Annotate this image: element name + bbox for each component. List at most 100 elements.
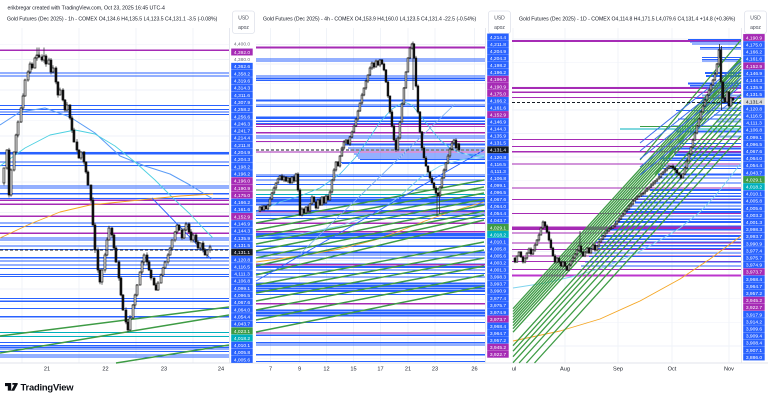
- svg-text:3,977.4: 3,977.4: [490, 296, 507, 302]
- svg-text:4,144.3: 4,144.3: [746, 78, 763, 84]
- svg-text:4,106.8: 4,106.8: [490, 176, 507, 182]
- svg-text:4,096.5: 4,096.5: [746, 142, 763, 148]
- svg-text:4,120.8: 4,120.8: [490, 155, 507, 161]
- svg-text:erikbregar created with Tradin: erikbregar created with TradingView.com,…: [8, 6, 165, 12]
- svg-text:Gold Futures (Dec 2025) - 1D -: Gold Futures (Dec 2025) - 1D - COMEX O4,…: [519, 17, 736, 23]
- svg-text:4,146.9: 4,146.9: [490, 120, 507, 126]
- svg-text:4,161.6: 4,161.6: [490, 105, 507, 111]
- svg-text:4,307.9: 4,307.9: [234, 100, 251, 106]
- svg-text:3,975.7: 3,975.7: [746, 256, 763, 262]
- svg-text:4,175.0: 4,175.0: [746, 43, 763, 49]
- svg-text:3,974.9: 3,974.9: [490, 310, 507, 316]
- svg-text:4,175.0: 4,175.0: [234, 193, 251, 199]
- svg-text:3,993.7: 3,993.7: [490, 282, 507, 288]
- svg-text:4,198.2: 4,198.2: [234, 164, 251, 170]
- svg-text:3,914.2: 3,914.2: [746, 319, 763, 325]
- svg-text:3,907.1: 3,907.1: [746, 348, 763, 354]
- svg-text:USD: USD: [238, 16, 249, 22]
- svg-text:4,166.2: 4,166.2: [234, 200, 251, 206]
- svg-text:4,106.8: 4,106.8: [746, 128, 763, 134]
- svg-text:4,010.1: 4,010.1: [746, 192, 763, 198]
- svg-text:4,135.9: 4,135.9: [746, 85, 763, 91]
- svg-text:4,258.2: 4,258.2: [234, 107, 251, 113]
- svg-text:4,116.5: 4,116.5: [490, 162, 506, 168]
- svg-text:4,111.3: 4,111.3: [234, 272, 250, 278]
- svg-text:apoz: apoz: [494, 25, 505, 31]
- svg-text:3,957.2: 3,957.2: [490, 338, 507, 344]
- svg-text:4,166.2: 4,166.2: [746, 50, 763, 56]
- svg-text:4,196.0: 4,196.0: [490, 77, 507, 83]
- svg-text:4,067.6: 4,067.6: [746, 149, 763, 155]
- svg-text:4,067.6: 4,067.6: [234, 300, 251, 306]
- svg-text:3,998.3: 3,998.3: [746, 227, 763, 233]
- svg-text:4,018.2: 4,018.2: [234, 336, 251, 342]
- svg-text:23: 23: [161, 367, 167, 373]
- svg-text:4,146.9: 4,146.9: [746, 71, 763, 77]
- svg-text:3,908.4: 3,908.4: [746, 341, 763, 347]
- svg-text:Aug: Aug: [560, 367, 570, 373]
- svg-text:4,152.9: 4,152.9: [746, 64, 763, 70]
- svg-text:4,111.3: 4,111.3: [746, 121, 762, 127]
- svg-text:7: 7: [269, 367, 272, 373]
- svg-text:4,043.7: 4,043.7: [234, 322, 251, 328]
- svg-text:4,099.1: 4,099.1: [490, 183, 507, 189]
- svg-text:4,198.2: 4,198.2: [490, 63, 507, 69]
- svg-text:4,099.1: 4,099.1: [746, 135, 763, 141]
- svg-text:4,161.6: 4,161.6: [234, 207, 251, 213]
- svg-text:4,005.8: 4,005.8: [746, 199, 763, 205]
- svg-text:3,957.2: 3,957.2: [746, 291, 763, 297]
- svg-text:4,064.0: 4,064.0: [234, 307, 251, 313]
- svg-text:3,973.7: 3,973.7: [746, 270, 763, 276]
- svg-text:3,945.2: 3,945.2: [746, 298, 763, 304]
- svg-text:3,917.9: 3,917.9: [746, 312, 763, 318]
- svg-text:ul: ul: [512, 367, 516, 373]
- svg-text:4,166.2: 4,166.2: [490, 98, 507, 104]
- svg-text:4,064.0: 4,064.0: [490, 204, 507, 210]
- svg-text:4,131.5: 4,131.5: [746, 92, 763, 98]
- svg-text:4,120.8: 4,120.8: [746, 106, 763, 112]
- svg-text:4,099.1: 4,099.1: [234, 286, 251, 292]
- svg-text:9: 9: [298, 367, 301, 373]
- svg-text:4,161.6: 4,161.6: [746, 57, 763, 63]
- svg-text:4,054.4: 4,054.4: [234, 314, 251, 320]
- svg-text:4,010.1: 4,010.1: [234, 343, 251, 349]
- svg-text:apoz: apoz: [750, 25, 761, 31]
- svg-text:4,358.2: 4,358.2: [234, 71, 251, 77]
- svg-text:Nov: Nov: [724, 367, 734, 373]
- svg-text:15: 15: [350, 367, 356, 373]
- svg-text:21: 21: [405, 367, 411, 373]
- svg-text:4,131.4: 4,131.4: [490, 148, 507, 154]
- svg-text:4,001.3: 4,001.3: [746, 220, 763, 226]
- svg-text:4,214.4: 4,214.4: [234, 136, 251, 142]
- svg-text:3,964.7: 3,964.7: [746, 284, 763, 290]
- svg-text:4,175.0: 4,175.0: [490, 91, 507, 97]
- svg-text:Oct: Oct: [668, 367, 677, 373]
- svg-text:3,945.2: 3,945.2: [490, 345, 507, 351]
- svg-text:3,975.7: 3,975.7: [490, 303, 507, 309]
- svg-text:4,116.5: 4,116.5: [234, 264, 250, 270]
- svg-text:4,204.9: 4,204.9: [234, 150, 251, 156]
- svg-text:4,120.8: 4,120.8: [234, 257, 251, 263]
- svg-text:4,362.6: 4,362.6: [234, 64, 251, 70]
- svg-text:4,196.0: 4,196.0: [234, 179, 251, 185]
- svg-text:4,214.4: 4,214.4: [490, 35, 507, 41]
- svg-text:4,003.2: 4,003.2: [490, 261, 507, 267]
- svg-text:3,922.7: 3,922.7: [490, 352, 507, 358]
- svg-text:4,096.5: 4,096.5: [234, 293, 251, 299]
- svg-text:4,135.9: 4,135.9: [234, 236, 251, 242]
- svg-text:3,968.4: 3,968.4: [490, 324, 507, 330]
- svg-text:4,054.4: 4,054.4: [746, 163, 763, 169]
- svg-text:3,998.3: 3,998.3: [490, 275, 507, 281]
- svg-text:4,380.0: 4,380.0: [234, 57, 251, 63]
- svg-text:4,196.2: 4,196.2: [490, 70, 507, 76]
- svg-text:4,067.6: 4,067.6: [490, 197, 507, 203]
- svg-text:4,005.8: 4,005.8: [234, 350, 251, 356]
- svg-text:21: 21: [44, 367, 50, 373]
- svg-text:17: 17: [377, 367, 383, 373]
- svg-text:4,311.6: 4,311.6: [234, 93, 250, 99]
- svg-text:4,190.9: 4,190.9: [234, 186, 251, 192]
- svg-text:4,023.1: 4,023.1: [234, 329, 251, 335]
- svg-text:24: 24: [218, 367, 224, 373]
- svg-text:3,909.4: 3,909.4: [746, 334, 763, 340]
- svg-text:3,974.9: 3,974.9: [746, 263, 763, 269]
